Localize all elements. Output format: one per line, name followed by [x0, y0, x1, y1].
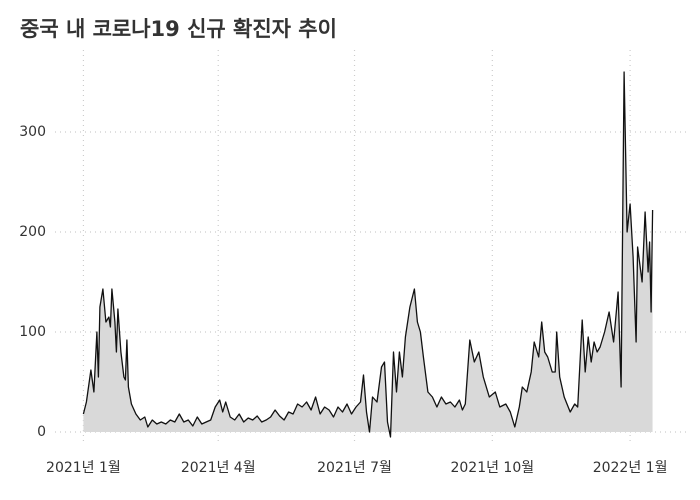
y-tick-label: 0 — [37, 424, 46, 440]
chart-title: 중국 내 코로나19 신규 확진자 추이 — [20, 17, 337, 41]
area — [83, 72, 653, 437]
x-tick-label: 2021년 10월 — [450, 460, 534, 476]
x-tick-label: 2022년 1월 — [593, 460, 668, 476]
y-tick-label: 300 — [19, 124, 46, 140]
y-tick-label: 200 — [19, 224, 46, 240]
line — [82, 71, 654, 438]
x-tick-label: 2021년 7월 — [317, 460, 392, 476]
x-tick-label: 2021년 4월 — [181, 460, 256, 476]
y-tick-label: 100 — [19, 324, 46, 340]
x-tick-label: 2021년 1월 — [46, 460, 121, 476]
